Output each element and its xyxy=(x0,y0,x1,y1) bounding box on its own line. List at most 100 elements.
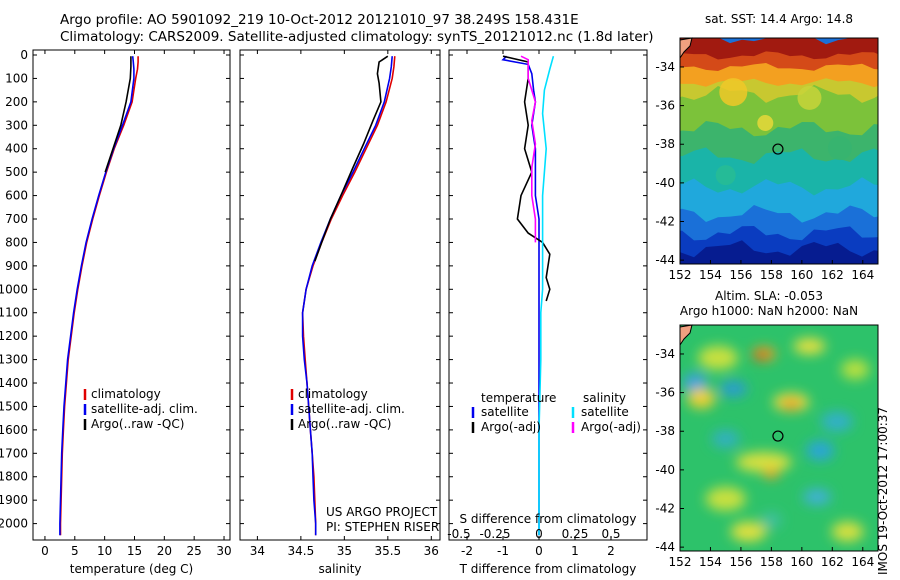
map-frame xyxy=(679,37,879,265)
x-tick-label: 156 xyxy=(729,555,752,569)
map-blob xyxy=(803,488,832,505)
x-tick-label-top: 0.25 xyxy=(562,527,589,541)
x-tick-label: 162 xyxy=(821,555,844,569)
y-tick-label: -40 xyxy=(655,463,675,477)
x-tick-label: 35.5 xyxy=(374,544,401,558)
y-tick-label: 100 xyxy=(5,71,28,85)
x-tick-label: 164 xyxy=(851,555,874,569)
legend-label: satellite-adj. clim. xyxy=(298,402,405,416)
x-tick-label: 160 xyxy=(790,268,813,282)
timestamp-label: IMOS 19-Oct-2012 17:00:37 xyxy=(876,406,890,575)
map-field xyxy=(680,38,878,264)
series-line-satellite-adj--clim- xyxy=(301,56,393,536)
series-line-argo--adj- xyxy=(502,55,551,302)
map-blob xyxy=(781,399,802,410)
x-tick-label: 10 xyxy=(97,544,112,558)
y-tick-label: 1800 xyxy=(0,470,28,484)
map-field xyxy=(680,325,878,551)
legend-label: satellite xyxy=(581,405,629,419)
x-tick-label: 34 xyxy=(250,544,265,558)
sla-map: 152 154 156 158 160 162 164 -34 -36 -38 -40 -42 -44 A… xyxy=(655,289,879,569)
y-tick-label: 500 xyxy=(5,165,28,179)
legend-label: satellite xyxy=(481,405,529,419)
y-tick-label: 1400 xyxy=(0,376,28,390)
argo-position-marker xyxy=(772,143,784,155)
x-tick-label: 5 xyxy=(71,544,79,558)
plot-frame xyxy=(448,49,648,541)
annotation-project: US ARGO PROJECT xyxy=(326,505,438,519)
map-blob xyxy=(730,521,767,542)
map-blob xyxy=(719,78,748,107)
annotation-pi: PI: STEPHEN RISER xyxy=(326,520,439,534)
map-blob xyxy=(757,114,774,131)
series-line-argo--adj- xyxy=(520,55,537,243)
x-tick-label: 2 xyxy=(607,544,615,558)
map-blob xyxy=(763,468,780,479)
x-tick-label: 36 xyxy=(424,544,439,558)
map-blob xyxy=(719,380,748,397)
y-tick-label: 900 xyxy=(5,259,28,273)
map-blob xyxy=(687,388,716,409)
y-tick-label: 1500 xyxy=(0,399,28,413)
plot-frame xyxy=(239,49,441,541)
x-tick-label: 25 xyxy=(187,544,202,558)
y-tick-label: -36 xyxy=(655,386,675,400)
x-tick-label: 15 xyxy=(127,544,142,558)
x-tick-label: 34.5 xyxy=(288,544,315,558)
map-title: sat. SST: 14.4 Argo: 14.8 xyxy=(705,12,853,26)
argo-position-marker xyxy=(772,430,784,442)
legend-label: Argo(..raw -QC) xyxy=(298,417,391,431)
y-tick-label: 1000 xyxy=(0,282,28,296)
y-tick-label: 1700 xyxy=(0,446,28,460)
series-line-argo---raw--qc- xyxy=(314,55,389,262)
legend-label: Argo(-adj) xyxy=(481,420,541,434)
map-band xyxy=(680,240,878,264)
map-blob xyxy=(820,411,853,432)
series-line-climatology xyxy=(301,56,396,536)
sst-map: 152 154 156 158 160 162 164 -34 -36 -38 -40 -42 -44 s… xyxy=(655,12,879,282)
y-tick-label: 600 xyxy=(5,189,28,203)
y-tick-label: 1200 xyxy=(0,329,28,343)
map-blob xyxy=(793,338,826,355)
x-tick-label: 0 xyxy=(41,544,49,558)
map-frame xyxy=(679,324,879,552)
x-tick-label: 20 xyxy=(157,544,172,558)
map-blob xyxy=(753,351,768,360)
x-tick-label: 162 xyxy=(821,268,844,282)
y-tick-label: -44 xyxy=(655,540,675,554)
legend-header: salinity xyxy=(583,391,626,405)
x-axis-label: salinity xyxy=(318,562,361,576)
x-tick-label: -2 xyxy=(461,544,473,558)
y-tick-label: -42 xyxy=(655,502,675,516)
y-tick-label: -38 xyxy=(655,137,675,151)
legend-label: Argo(..raw -QC) xyxy=(91,417,184,431)
legend-label: Argo(-adj) xyxy=(581,420,641,434)
series-line-satellite xyxy=(538,55,555,536)
map-blob xyxy=(705,486,746,511)
series-line-climatology xyxy=(59,56,139,536)
profile-panel-3: -2 -1 0 1 2 T difference from climatology temp… xyxy=(447,49,648,576)
legend-header: temperature xyxy=(481,391,556,405)
map-blob xyxy=(711,429,740,448)
x-tick-label: 1 xyxy=(571,544,579,558)
y-tick-label: 400 xyxy=(5,142,28,156)
map-blob xyxy=(831,521,864,542)
y-tick-label: -34 xyxy=(655,60,675,74)
y-tick-label: 0 xyxy=(20,48,28,62)
profile-panel-1: 0100200300400500600700800900100011001200… xyxy=(0,48,232,576)
profile-panel-2: 34 34.5 35 35.5 36 salinity climatologysatelli… xyxy=(239,49,441,576)
map-blob xyxy=(841,359,870,380)
y-tick-label: -42 xyxy=(655,215,675,229)
x-tick-label: 152 xyxy=(669,268,692,282)
y-tick-label: -38 xyxy=(655,424,675,438)
x-tick-label: 30 xyxy=(216,544,231,558)
map-blob xyxy=(683,372,708,393)
map-blob xyxy=(761,512,782,529)
x-tick-label: 154 xyxy=(699,555,722,569)
x-tick-label-top: 0 xyxy=(535,527,543,541)
series-line-satellite xyxy=(501,55,540,536)
y-tick-label: -44 xyxy=(655,253,675,267)
series-line-satellite-adj--clim- xyxy=(59,56,135,536)
x-tick-label: 158 xyxy=(760,268,783,282)
